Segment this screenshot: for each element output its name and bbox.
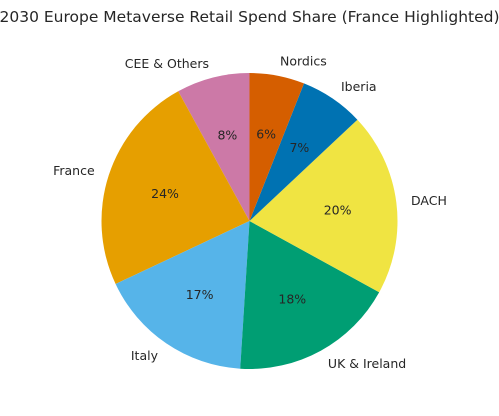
slice-label-uk-and-ireland: UK & Ireland xyxy=(328,356,406,371)
chart-title: 2030 Europe Metaverse Retail Spend Share… xyxy=(0,8,499,26)
pct-label-uk-and-ireland: 18% xyxy=(278,291,306,306)
pct-label-france: 24% xyxy=(151,186,179,201)
pie-labels: 8% CEE & Others 24% France 17% Italy 18% UK & I… xyxy=(53,54,447,372)
slice-label-nordics: Nordics xyxy=(280,54,327,69)
slice-label-italy: Italy xyxy=(131,348,159,363)
pct-label-iberia: 7% xyxy=(289,140,309,155)
pie-slice-france xyxy=(101,91,250,285)
pie-slice-italy xyxy=(115,221,250,369)
slice-label-dach: DACH xyxy=(411,193,447,208)
pie-slice-iberia xyxy=(249,83,358,221)
pie-slice-uk-and-ireland xyxy=(240,221,380,370)
pie-slice-dach xyxy=(249,119,398,293)
slice-label-iberia: Iberia xyxy=(341,79,377,94)
slice-label-cee-and-others: CEE & Others xyxy=(125,56,209,71)
pct-label-cee-and-others: 8% xyxy=(217,127,237,142)
slice-label-france: France xyxy=(53,163,95,178)
pie-slices xyxy=(101,73,398,370)
pct-label-nordics: 6% xyxy=(256,126,276,141)
pct-label-italy: 17% xyxy=(186,287,214,302)
pct-label-dach: 20% xyxy=(324,202,352,217)
pie-slice-nordics xyxy=(249,73,304,221)
pie-slice-cee-and-others xyxy=(178,73,250,221)
